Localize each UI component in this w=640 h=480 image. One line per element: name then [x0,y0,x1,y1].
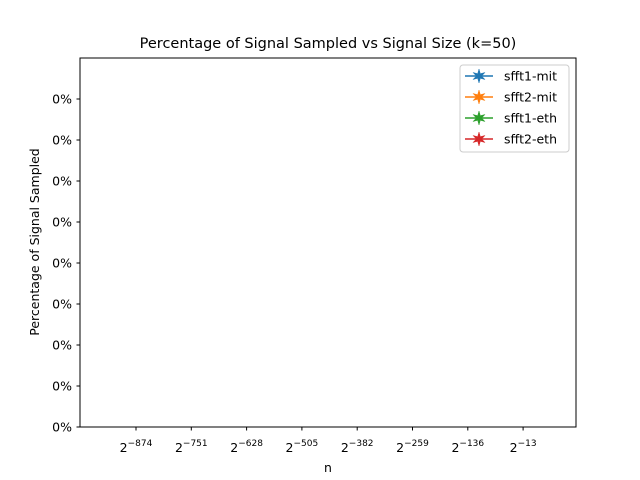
legend-item: sfft1-eth [465,110,557,126]
legend-star-marker [472,110,486,126]
x-tick-base: 2 [451,440,459,455]
x-tick-exponent: −874 [128,439,153,449]
chart-title: Percentage of Signal Sampled vs Signal S… [140,36,517,52]
y-tick-label: 0% [52,92,72,107]
legend-label: sfft2-mit [504,90,557,105]
legend: sfft1-mit sfft2-mit sfft1-eth sfft2-eth [459,64,570,153]
x-tick-label: 2−382 [341,439,374,455]
y-axis-label: Percentage of Signal Sampled [27,148,42,336]
legend-label: sfft2-eth [504,132,557,147]
x-tick-label: 2−751 [175,439,208,455]
legend-item: sfft2-mit [465,89,557,105]
x-tick-exponent: −505 [294,439,319,449]
x-tick-base: 2 [120,440,128,455]
x-tick-exponent: −259 [404,439,429,449]
x-tick-exponent: −751 [183,439,208,449]
x-tick-base: 2 [396,440,404,455]
x-tick-exponent: −628 [238,439,263,449]
legend-label: sfft1-eth [504,111,557,126]
x-tick-label: 2−136 [451,439,484,455]
y-tick-label: 0% [52,256,72,271]
legend-item: sfft1-mit [465,68,557,84]
x-tick-label: 2−13 [510,439,537,455]
legend-item: sfft2-eth [465,131,557,147]
y-tick-label: 0% [52,215,72,230]
x-tick-label: 2−259 [396,439,429,455]
legend-box [459,64,570,153]
x-axis-label: n [324,460,332,475]
y-tick-label: 0% [52,420,72,435]
x-tick-base: 2 [230,440,238,455]
legend-star-marker [472,89,486,105]
x-tick-label: 2−874 [120,439,153,455]
x-tick-exponent: −382 [349,439,374,449]
y-tick-label: 0% [52,174,72,189]
y-tick-label: 0% [52,133,72,148]
legend-star-marker [472,68,486,84]
x-tick-exponent: −136 [459,439,484,449]
y-tick-label: 0% [52,297,72,312]
x-tick-exponent: −13 [518,439,537,449]
legend-star-marker [472,131,486,147]
y-tick-label: 0% [52,379,72,394]
y-tick-label: 0% [52,338,72,353]
x-tick-base: 2 [175,440,183,455]
y-axis: 0% 0% 0% 0% 0% 0% 0% 0% 0% [52,92,80,435]
x-axis: 2−874 2−751 2−628 2−505 2−382 2−259 2−136 2−13 [120,427,537,455]
x-tick-base: 2 [286,440,294,455]
x-tick-base: 2 [510,440,518,455]
legend-label: sfft1-mit [504,69,557,84]
x-tick-label: 2−628 [230,439,263,455]
x-tick-base: 2 [341,440,349,455]
x-tick-label: 2−505 [286,439,319,455]
